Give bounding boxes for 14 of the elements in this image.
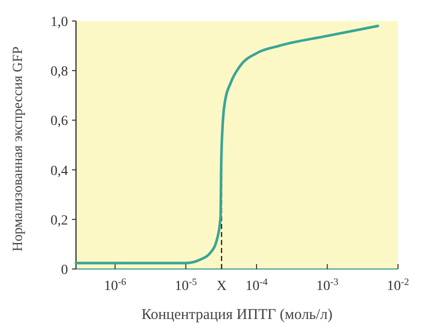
- y-tick-label: 0,8: [50, 64, 68, 80]
- x-tick-label: 10$^{-3}$: [316, 276, 338, 294]
- y-tick-label: 0: [61, 263, 68, 278]
- x-tick-label: 10$^{-5}$: [174, 276, 197, 294]
- y-tick-label: 0,2: [50, 213, 68, 228]
- y-tick-label: 0,4: [50, 164, 68, 179]
- x-axis-title: Концентрация ИПТГ (моль/л): [141, 307, 333, 323]
- y-tick-label: 0,6: [50, 114, 68, 130]
- x-tick-label: 10$^{-4}$: [245, 276, 268, 294]
- x-tick-label: X: [216, 279, 227, 294]
- x-tick-label: 10$^{-6}$: [104, 276, 126, 294]
- x-tick-label: 10$^{-2}$: [386, 276, 410, 294]
- y-axis-title: Нормализованная экспрессия GFP: [11, 46, 26, 252]
- y-tick-label: 1,0: [50, 15, 68, 30]
